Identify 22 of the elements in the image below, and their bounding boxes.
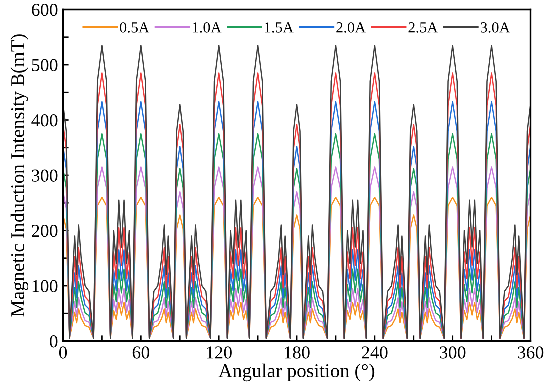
y-tick-label: 600 [32, 4, 58, 16]
x-tick-label: 120 [207, 346, 232, 359]
legend-label: 0.5A [120, 22, 150, 33]
y-tick-label: 100 [32, 280, 58, 292]
legend-label: 3.0A [480, 22, 510, 33]
x-tick-label: 60 [132, 346, 150, 359]
legend-label: 1.0A [193, 22, 222, 33]
legend-label: 1.5A [265, 22, 294, 33]
x-tick-label: 180 [285, 346, 310, 359]
legend-label: 2.0A [336, 22, 366, 33]
y-tick-label: 0 [50, 336, 58, 348]
y-axis-title: Magnetic Induction Intensity B(mT) [10, 34, 29, 317]
x-axis-title: Angular position (°) [218, 364, 375, 382]
x-tick-label: 0 [59, 346, 68, 359]
y-tick-label: 200 [32, 225, 58, 238]
x-tick-label: 240 [362, 346, 388, 359]
y-tick-label: 500 [32, 59, 58, 72]
x-tick-label: 300 [440, 346, 466, 359]
x-tick-label: 360 [518, 346, 544, 359]
y-tick-label: 400 [32, 114, 58, 127]
legend-label: 2.5A [408, 22, 438, 33]
y-tick-label: 300 [32, 170, 58, 182]
